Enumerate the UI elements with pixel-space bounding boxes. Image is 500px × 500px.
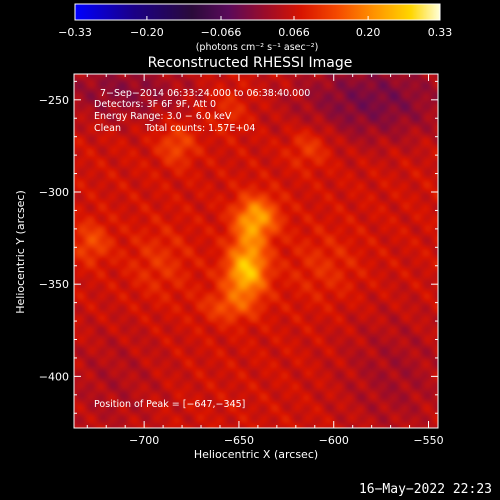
heatmap-image bbox=[74, 74, 438, 428]
colorbar-tick-label: −0.066 bbox=[201, 26, 242, 39]
colorbar-tick-label: 0.20 bbox=[356, 26, 381, 39]
y-tick-label: −250 bbox=[39, 94, 69, 107]
plot-frame bbox=[73, 73, 439, 429]
x-tick-label: −550 bbox=[413, 434, 443, 447]
y-tick-label: −300 bbox=[39, 186, 69, 199]
annotation-detectors: Detectors: 3F 6F 9F, Att 0 bbox=[94, 99, 216, 110]
annotation-method: Clean bbox=[94, 123, 121, 134]
x-axis-title: Heliocentric X (arcsec) bbox=[194, 448, 318, 461]
y-tick-label: −400 bbox=[39, 370, 69, 383]
colorbar-unit-label: (photons cm⁻² s⁻¹ asec⁻²) bbox=[196, 42, 319, 53]
chart-title: Reconstructed RHESSI Image bbox=[148, 55, 353, 71]
y-tick-label: −350 bbox=[39, 278, 69, 291]
y-axis-title: Heliocentric Y (arcsec) bbox=[14, 190, 27, 314]
footer-timestamp: 16−May−2022 22:23 bbox=[359, 482, 492, 497]
colorbar-tick-label: −0.20 bbox=[130, 26, 164, 39]
annotation-time-range: 7−Sep−2014 06:33:24.000 to 06:38:40.000 bbox=[100, 88, 310, 99]
y-axis-ticks: −250 −300 −350 −400 bbox=[39, 80, 438, 414]
colorbar-ticks: −0.33 −0.20 −0.066 0.066 0.20 0.33 bbox=[58, 16, 452, 39]
colorbar-tick-label: 0.066 bbox=[278, 26, 310, 39]
heatmap-canvas bbox=[74, 74, 438, 428]
annotation-peak-position: Position of Peak = [−647,−345] bbox=[94, 399, 245, 410]
annotation-energy-range: Energy Range: 3.0 − 6.0 keV bbox=[94, 111, 232, 122]
colorbar bbox=[74, 3, 441, 21]
colorbar-tick-label: −0.33 bbox=[58, 26, 92, 39]
annotation-total-counts: Total counts: 1.57E+04 bbox=[144, 123, 255, 134]
x-tick-label: −600 bbox=[319, 434, 349, 447]
x-tick-label: −650 bbox=[224, 434, 254, 447]
colorbar-tick-label: 0.33 bbox=[428, 26, 453, 39]
x-tick-label: −700 bbox=[129, 434, 159, 447]
x-axis-ticks: −700 −650 −600 −550 bbox=[86, 74, 444, 447]
